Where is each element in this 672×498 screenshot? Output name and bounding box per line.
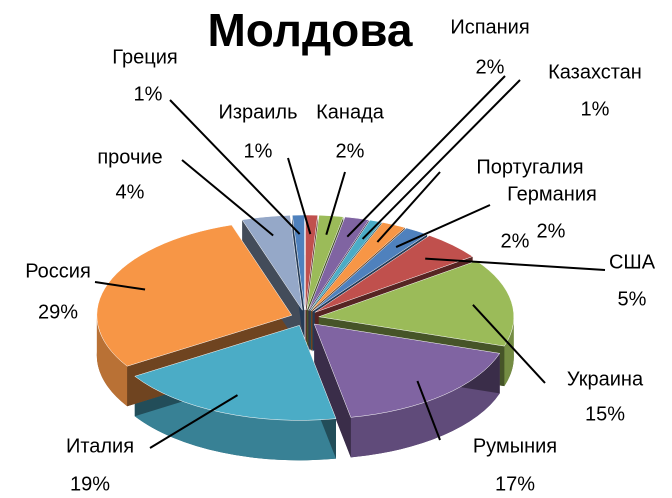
slice-label: Греция [112,46,177,68]
slice [309,219,382,311]
leader-line [169,99,301,235]
slice-rim [96,315,128,407]
slice-label: Россия [25,260,91,282]
slice-value-label: 2% [476,56,505,78]
slice-value-label: 1% [244,140,273,162]
slice-rim [504,316,514,387]
slice-label: США [609,251,656,273]
slice [134,325,337,421]
slice [241,215,303,311]
leader-line [325,171,346,235]
slice-label: Казахстан [548,61,642,83]
slice [308,216,370,311]
leader-line [346,75,506,238]
leader-line [395,204,491,248]
slice-value-label: 2% [336,140,365,162]
slice-value-label: 2% [537,220,566,242]
slice-value-label: 17% [495,473,535,495]
leader-line [94,281,146,291]
leader-line [472,304,546,384]
leader-line [149,394,239,449]
slice-label: прочие [97,146,162,168]
slice-value-label: 19% [70,473,110,495]
slice [318,260,515,347]
leader-line [181,159,274,237]
slice-label: Италия [66,435,134,457]
slice [314,235,474,313]
slice-value-label: 2% [501,230,530,252]
leader-line [287,157,312,235]
slice-value-label: 4% [116,181,145,203]
slice-rim [350,353,500,458]
slice-value-label: 1% [581,98,610,120]
slice-value-label: 5% [618,288,647,310]
leader-line [416,380,441,441]
slice [312,227,428,312]
chart-title: Молдова [207,4,412,56]
slice-label: Израиль [218,101,297,123]
slice [313,323,501,418]
slice-wall [314,324,351,458]
slice-value-label: 29% [38,301,78,323]
slice-label: Румыния [473,435,557,457]
slice-wall [242,219,303,351]
slice-rim [134,376,336,461]
slice-label: Испания [450,16,529,38]
slice-value-label: 15% [585,403,625,425]
slice-label: Украина [567,368,644,390]
slice-label: Канада [316,101,385,123]
slice-label: Германия [507,183,597,205]
slice-label: Португалия [476,156,583,178]
leader-line [361,79,521,240]
leader-line [376,171,441,243]
leader-line [425,257,606,271]
slice-value-label: 1% [134,83,163,105]
